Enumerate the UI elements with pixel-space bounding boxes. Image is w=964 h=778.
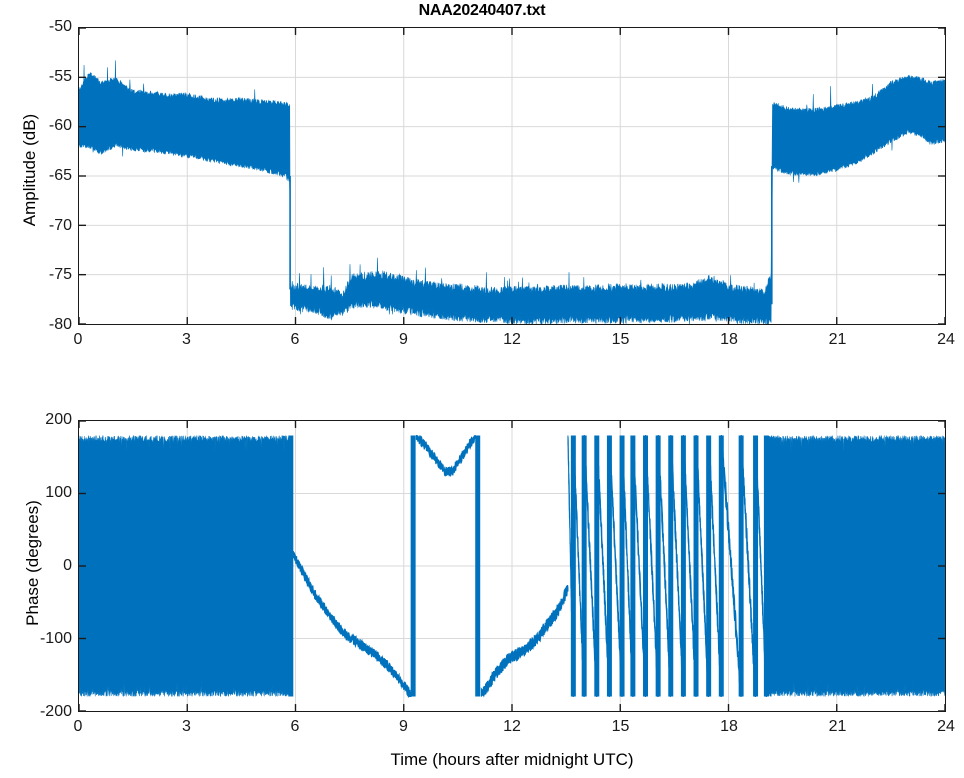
phase-ytick-label: 100: [45, 484, 72, 501]
amplitude-xtick-label: 9: [399, 331, 408, 348]
amplitude-xtick-label: 12: [503, 331, 521, 348]
amplitude-ytick-label: -80: [48, 316, 72, 333]
phase-xtick-label: 15: [611, 718, 630, 735]
amplitude-plot-area: [79, 28, 945, 324]
amplitude-xtick-label: 6: [290, 331, 300, 348]
amplitude-xtick-label: 3: [182, 331, 191, 348]
phase-ytick-label: -200: [39, 703, 72, 720]
amplitude-ticks: [79, 28, 945, 324]
phase-xtick-label: 0: [73, 718, 83, 735]
page-title: NAA20240407.txt: [418, 2, 546, 19]
phase-ytick-label: 200: [45, 411, 72, 428]
phase-xtick-label: 12: [503, 718, 521, 735]
amplitude-ytick-label: -50: [48, 18, 72, 35]
amplitude-xtick-label: 15: [611, 331, 630, 348]
phase-trace: [79, 434, 945, 699]
phase-ticks: [79, 421, 945, 711]
phase-axes: [78, 420, 946, 712]
amplitude-ytick-label: -60: [48, 117, 72, 135]
amplitude-ytick-label: -70: [48, 216, 72, 234]
amplitude-ytick-label: -65: [48, 167, 72, 184]
phase-noise-block-1: [771, 435, 945, 698]
phase-xtick-label: 9: [399, 718, 408, 735]
amplitude-xtick-label: 18: [720, 331, 738, 348]
phase-x-axis-label: Time (hours after midnight UTC): [390, 750, 634, 769]
phase-plot-area: [79, 421, 945, 711]
phase-xtick-label: 24: [937, 718, 955, 735]
phase-presunset-block: [766, 435, 773, 697]
amplitude-ytick-label: -55: [48, 67, 72, 85]
amplitude-xtick-label: 24: [937, 331, 955, 348]
amplitude-ytick-label: -75: [48, 266, 72, 284]
amplitude-xtick-label: 0: [73, 331, 83, 348]
amplitude-gridlines: [79, 28, 945, 324]
phase-ytick-label: 0: [63, 557, 72, 574]
phase-xtick-label: 3: [182, 718, 191, 735]
phase-xtick-label: 6: [290, 718, 300, 735]
phase-descending-ramp: [290, 548, 412, 699]
amplitude-axes: [78, 27, 946, 325]
phase-ytick-label: -100: [39, 630, 72, 647]
phase-xtick-label: 21: [828, 718, 847, 735]
phase-noise-block-0: [79, 434, 291, 698]
phase-wrapped-dip: [415, 434, 476, 478]
phase-ascending-ramp: [480, 584, 569, 698]
amplitude-xtick-label: 21: [828, 331, 847, 348]
phase-xtick-label: 18: [720, 718, 738, 735]
